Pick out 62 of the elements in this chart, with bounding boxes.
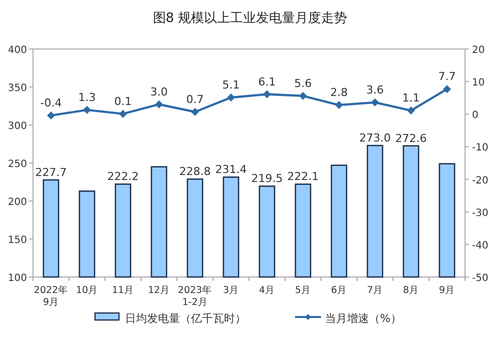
point (299, 92, 307, 100)
y2-tick-label: -10 (472, 142, 488, 154)
y-tick-label: 400 (8, 45, 27, 56)
legend-label: 日均发电量（亿千瓦时） (125, 312, 246, 325)
data-label: 1.1 (402, 92, 420, 105)
y2-tick-label: 10 (472, 78, 485, 89)
point (227, 94, 235, 102)
y-tick-label: 350 (8, 83, 27, 94)
x-tick-label: 5月 (294, 285, 312, 296)
y-tick-label: 100 (8, 273, 27, 284)
point (47, 111, 55, 120)
point (119, 110, 127, 118)
data-label: 219.5 (251, 172, 283, 186)
x-tick-label: 4月 (258, 285, 276, 296)
data-label: -0.4 (40, 96, 62, 110)
point (263, 90, 271, 98)
data-label: 273.0 (359, 132, 391, 145)
data-label: 222.1 (287, 170, 319, 184)
y-tick-label: 250 (8, 159, 27, 170)
x-tick-label: 6月 (330, 285, 348, 296)
legend-label: 当月增速（%） (325, 312, 402, 325)
point (83, 106, 91, 114)
data-label: 2.8 (330, 86, 348, 100)
y2-tick-label: -40 (472, 240, 488, 252)
y-tick-label: 300 (8, 121, 27, 132)
x-tick-label: 11月 (112, 285, 134, 296)
data-label: 227.7 (35, 166, 67, 179)
x-tick-label: 7月 (366, 285, 384, 296)
y-tick-label: 150 (8, 235, 27, 246)
data-label: 222.2 (107, 170, 139, 184)
point (371, 98, 379, 106)
point (407, 106, 415, 115)
data-label: 272.6 (395, 132, 427, 145)
data-label: 0.7 (186, 92, 204, 106)
data-label: 1.3 (78, 90, 96, 104)
y2-tick-label: 20 (472, 45, 485, 56)
data-label: 5.1 (222, 78, 240, 92)
data-label: 231.4 (215, 163, 247, 176)
data-label: 6.1 (258, 75, 276, 88)
x-tick-label: 2022年 9月 (34, 284, 68, 308)
title: 图8 规模以上工业发电量月度走势 (152, 11, 348, 26)
x-tick-label: 9月 (438, 285, 456, 296)
y2-tick-label: -20 (472, 175, 488, 186)
point (191, 108, 199, 116)
data-label: 3.6 (366, 83, 384, 96)
x-tick-label: 3月 (222, 285, 240, 296)
x-tick-label: 8月 (402, 285, 420, 296)
x-tick-label: 2023年 1-2月 (178, 284, 212, 308)
x-tick-label: 10月 (76, 285, 98, 296)
y2-tick-label: -30 (472, 208, 488, 219)
point (335, 101, 343, 110)
y-tick-label: 200 (8, 197, 27, 208)
data-label: 228.8 (179, 165, 211, 178)
point (155, 100, 163, 108)
y2-tick-label: 0 (472, 110, 478, 122)
x-tick-label: 12月 (148, 285, 170, 296)
data-label: 0.1 (114, 94, 132, 108)
data-label: 7.7 (438, 70, 456, 84)
data-label: 5.6 (294, 76, 312, 90)
data-label: 3.0 (150, 85, 168, 98)
point (443, 85, 451, 94)
y2-tick-label: -50 (472, 273, 488, 284)
